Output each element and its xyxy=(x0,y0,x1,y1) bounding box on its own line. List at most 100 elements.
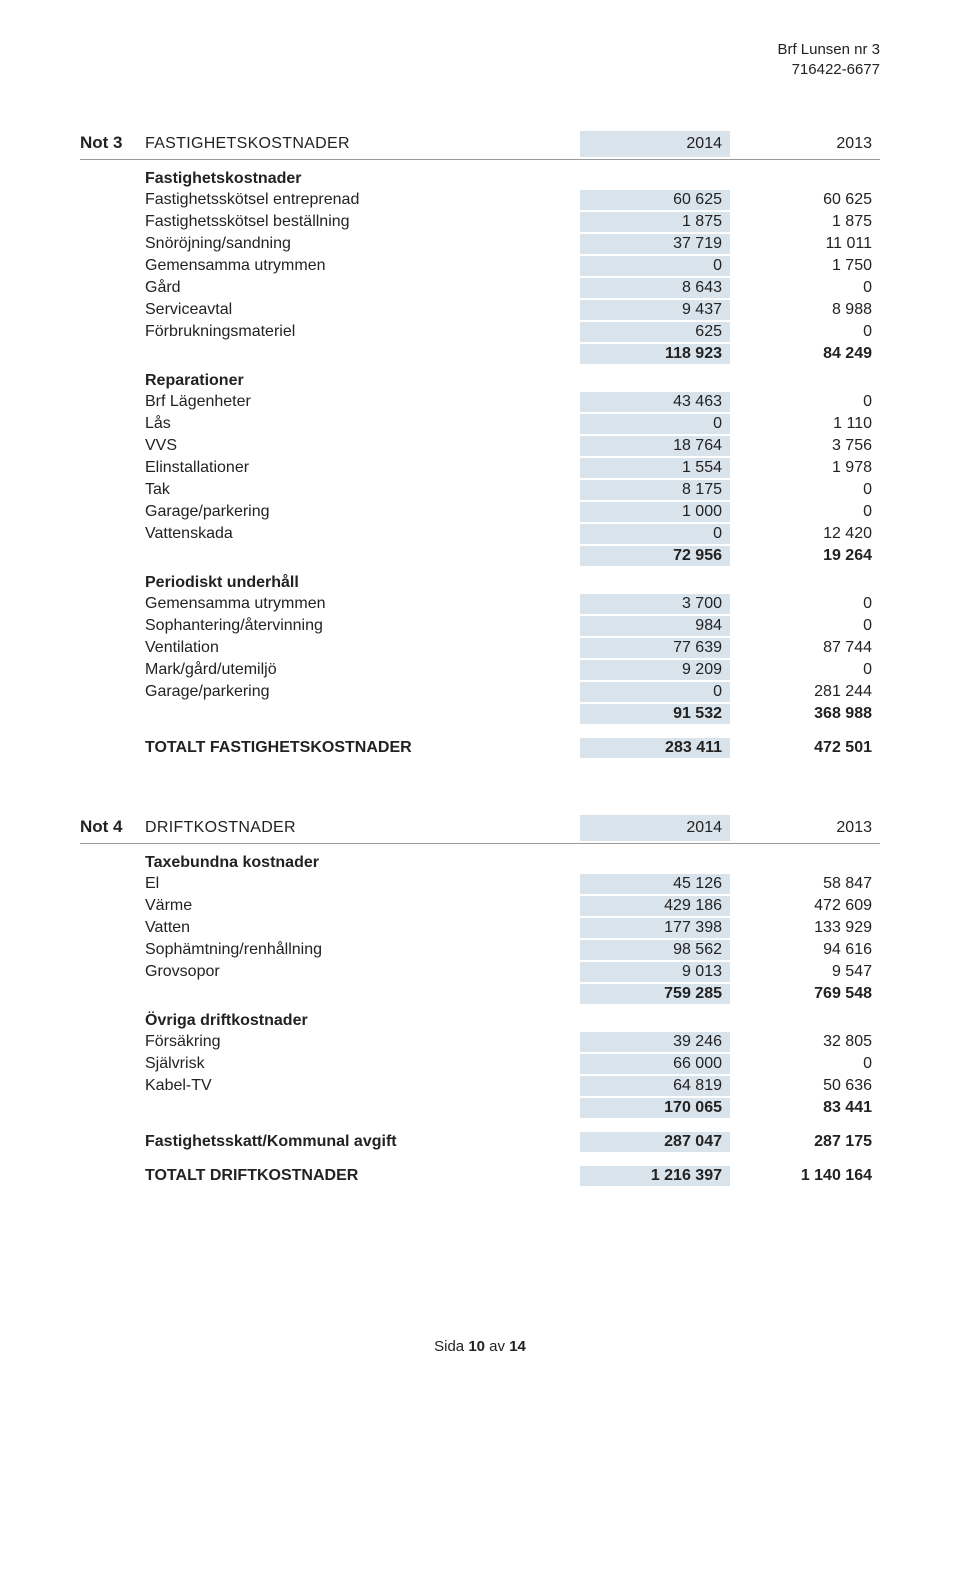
row-label: Sophämtning/renhållning xyxy=(145,941,580,959)
row-val-2014: 8 175 xyxy=(580,480,730,500)
row-val-2014: 0 xyxy=(580,414,730,434)
row-val-2013: 0 xyxy=(730,278,880,298)
note-4-year2: 2013 xyxy=(730,815,880,841)
table-row: Självrisk66 0000 xyxy=(80,1054,880,1076)
table-row: Kabel-TV64 81950 636 xyxy=(80,1076,880,1098)
row-val-2014: 9 013 xyxy=(580,962,730,982)
total-val-2014: 1 216 397 xyxy=(580,1166,730,1186)
row-val-2014: 0 xyxy=(580,524,730,544)
row-label: Försäkring xyxy=(145,1033,580,1051)
row-val-2014: 118 923 xyxy=(580,344,730,364)
table-row: VVS18 7643 756 xyxy=(80,436,880,458)
row-val-2014: 18 764 xyxy=(580,436,730,456)
note-4-block: Not 4 DRIFTKOSTNADER 2014 2013 Taxebundn… xyxy=(80,815,880,1188)
table-row: Garage/parkering0281 244 xyxy=(80,682,880,704)
row-val-2014: 3 700 xyxy=(580,594,730,614)
row-label: Kabel-TV xyxy=(145,1077,580,1095)
table-row: Sophantering/återvinning9840 xyxy=(80,616,880,638)
row-val-2014: 1 554 xyxy=(580,458,730,478)
row-val-2014: 98 562 xyxy=(580,940,730,960)
row-val-2014: 91 532 xyxy=(580,704,730,724)
row-val-2013: 1 875 xyxy=(730,212,880,232)
divider xyxy=(80,843,880,844)
subtotal-row: 118 92384 249 xyxy=(80,344,880,366)
section-fastighetskostnader: Fastighetskostnader xyxy=(145,170,880,188)
footer-page: 10 xyxy=(468,1338,485,1355)
row-val-2014: 9 209 xyxy=(580,660,730,680)
table-row: Fastighetsskötsel entreprenad60 62560 62… xyxy=(80,190,880,212)
row-label: Mark/gård/utemiljö xyxy=(145,661,580,679)
note-3-year1: 2014 xyxy=(580,131,730,157)
row-val-2014: 0 xyxy=(580,682,730,702)
row-label: Förbrukningsmateriel xyxy=(145,323,580,341)
row-val-2014: 429 186 xyxy=(580,896,730,916)
divider xyxy=(80,159,880,160)
table-row: Gård8 6430 xyxy=(80,278,880,300)
org-number: 716422-6677 xyxy=(80,60,880,80)
row-val-2013: 32 805 xyxy=(730,1032,880,1052)
row-label: Garage/parkering xyxy=(145,683,580,701)
row-val-2014: 39 246 xyxy=(580,1032,730,1052)
table-row: El45 12658 847 xyxy=(80,874,880,896)
row-label: VVS xyxy=(145,437,580,455)
table-row: Vatten177 398133 929 xyxy=(80,918,880,940)
row-val-2013: 287 175 xyxy=(730,1132,880,1152)
row-val-2013: 12 420 xyxy=(730,524,880,544)
row-val-2013: 84 249 xyxy=(730,344,880,364)
note-4-label: Not 4 xyxy=(80,817,145,837)
row-val-2014: 66 000 xyxy=(580,1054,730,1074)
table-row: Serviceavtal9 4378 988 xyxy=(80,300,880,322)
row-label: Fastighetsskötsel entreprenad xyxy=(145,191,580,209)
table-row: Vattenskada012 420 xyxy=(80,524,880,546)
row-val-2014: 1 000 xyxy=(580,502,730,522)
row-val-2013: 83 441 xyxy=(730,1098,880,1118)
row-val-2013: 19 264 xyxy=(730,546,880,566)
row-label: Värme xyxy=(145,897,580,915)
row-label: El xyxy=(145,875,580,893)
row-val-2013: 281 244 xyxy=(730,682,880,702)
total-val-2013: 472 501 xyxy=(730,738,880,758)
row-val-2013: 8 988 xyxy=(730,300,880,320)
total-label: TOTALT FASTIGHETSKOSTNADER xyxy=(145,739,580,757)
row-val-2013: 1 110 xyxy=(730,414,880,434)
document-header: Brf Lunsen nr 3 716422-6677 xyxy=(80,40,880,81)
row-label: Gemensamma utrymmen xyxy=(145,595,580,613)
row-val-2013: 9 547 xyxy=(730,962,880,982)
table-row: Ventilation77 63987 744 xyxy=(80,638,880,660)
table-row: Förbrukningsmateriel6250 xyxy=(80,322,880,344)
section-taxebundna: Taxebundna kostnader xyxy=(145,854,880,872)
row-val-2013: 94 616 xyxy=(730,940,880,960)
table-row: Fastighetsskötsel beställning1 8751 875 xyxy=(80,212,880,234)
row-label: Vattenskada xyxy=(145,525,580,543)
row-label: Garage/parkering xyxy=(145,503,580,521)
row-val-2013: 472 609 xyxy=(730,896,880,916)
subtotal-row: 759 285769 548 xyxy=(80,984,880,1006)
footer-total: 14 xyxy=(509,1338,526,1355)
note-3-label: Not 3 xyxy=(80,133,145,153)
section-periodiskt: Periodiskt underhåll xyxy=(145,574,880,592)
row-val-2014: 287 047 xyxy=(580,1132,730,1152)
table-row: Lås01 110 xyxy=(80,414,880,436)
table-row: Gemensamma utrymmen01 750 xyxy=(80,256,880,278)
row-label: Sophantering/återvinning xyxy=(145,617,580,635)
row-val-2013: 133 929 xyxy=(730,918,880,938)
table-row: Mark/gård/utemiljö9 2090 xyxy=(80,660,880,682)
note-3-year2: 2013 xyxy=(730,131,880,157)
row-val-2013: 87 744 xyxy=(730,638,880,658)
row-label: Fastighetsskötsel beställning xyxy=(145,213,580,231)
row-val-2014: 1 875 xyxy=(580,212,730,232)
table-row: Gemensamma utrymmen3 7000 xyxy=(80,594,880,616)
row-label: Serviceavtal xyxy=(145,301,580,319)
row-val-2014: 64 819 xyxy=(580,1076,730,1096)
row-label: Gemensamma utrymmen xyxy=(145,257,580,275)
row-val-2013: 0 xyxy=(730,594,880,614)
row-label: Ventilation xyxy=(145,639,580,657)
row-label: Snöröjning/sandning xyxy=(145,235,580,253)
row-val-2014: 72 956 xyxy=(580,546,730,566)
table-row: Värme429 186472 609 xyxy=(80,896,880,918)
row-val-2013: 0 xyxy=(730,1054,880,1074)
row-label: Brf Lägenheter xyxy=(145,393,580,411)
note-3-title: FASTIGHETSKOSTNADER xyxy=(145,135,580,153)
row-label: Elinstallationer xyxy=(145,459,580,477)
row-val-2013: 50 636 xyxy=(730,1076,880,1096)
